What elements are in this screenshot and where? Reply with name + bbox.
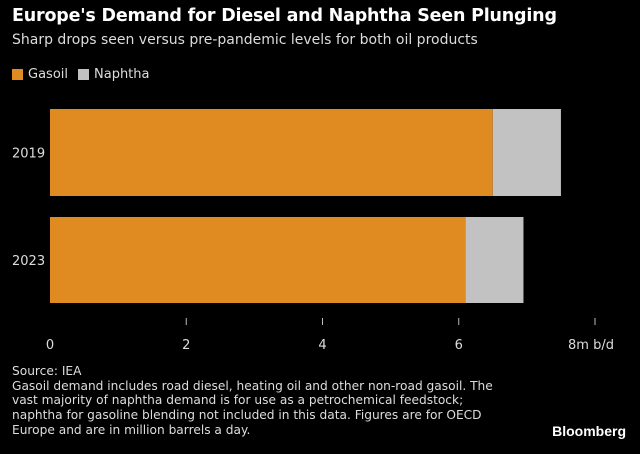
category-label-2019: 2019 (12, 147, 45, 162)
legend-swatch-naphtha (78, 69, 89, 80)
legend-label-gasoil: Gasoil (28, 67, 68, 82)
bar-naphtha-2023 (465, 217, 524, 303)
footnote-text: Gasoil demand includes road diesel, heat… (12, 378, 493, 437)
x-tick-label: 8m b/d (568, 338, 614, 353)
x-tick-label: 6 (455, 338, 463, 353)
x-tick-label: 2 (182, 338, 190, 353)
bar-gasoil-2019 (50, 109, 493, 196)
legend: Gasoil Naphtha (12, 67, 150, 82)
legend-swatch-gasoil (12, 69, 23, 80)
legend-label-naphtha: Naphtha (94, 67, 150, 82)
bar-naphtha-2019 (492, 109, 561, 196)
source-text: Source: IEA (12, 364, 82, 378)
footer: Source: IEA Gasoil demand includes road … (12, 364, 512, 438)
bar-gasoil-2023 (50, 217, 466, 303)
bloomberg-logo: Bloomberg (552, 423, 626, 439)
x-tick-label: 4 (318, 338, 326, 353)
legend-item-gasoil: Gasoil (12, 67, 68, 82)
legend-item-naphtha: Naphtha (78, 67, 150, 82)
x-tick-label: 0 (46, 338, 54, 353)
chart-subtitle: Sharp drops seen versus pre-pandemic lev… (12, 32, 478, 48)
category-label-2023: 2023 (12, 254, 45, 269)
plot-area: 2019 2023 0 2 4 6 8m b/d (12, 109, 614, 353)
chart-title: Europe's Demand for Diesel and Naphtha S… (12, 6, 557, 26)
